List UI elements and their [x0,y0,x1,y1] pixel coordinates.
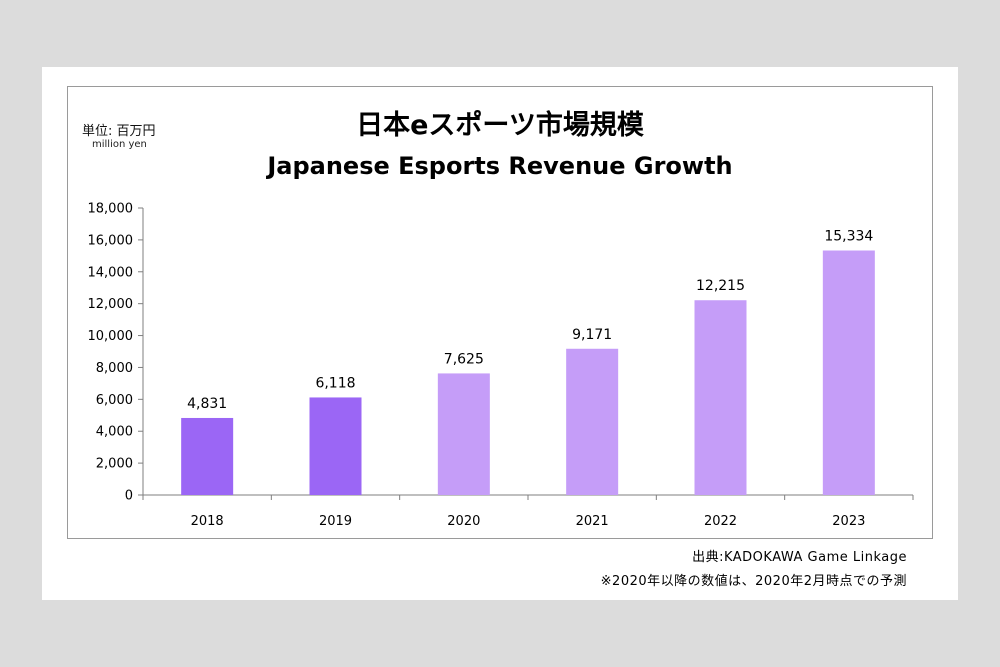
chart-card [42,67,958,600]
data-label-2019: 6,118 [315,375,355,391]
x-tick-label: 2018 [191,514,224,529]
source-credit: 出典:KADOKAWA Game Linkage [692,550,907,565]
y-axis: 0 2,000 4,000 6,000 8,000 10,000 12,000 14,000 1… [88,202,144,504]
chart-frame [67,86,933,539]
forecast-note: ※2020年以降の数値は、2020年2月時点での予測 [600,574,907,589]
bar-2020 [437,373,490,495]
y-tick-label: 10,000 [88,329,134,344]
y-tick-label: 16,000 [88,233,134,248]
data-label-2022: 12,215 [696,278,745,294]
x-tick-label: 2019 [319,514,352,529]
y-tick-label: 18,000 [88,202,134,217]
x-tick-label: 2021 [576,514,609,529]
unit-label-jp: 単位: 百万円 [82,124,156,139]
x-tick-label: 2020 [447,514,480,529]
y-tick-label: 14,000 [88,265,134,280]
bar-2023 [822,250,875,495]
chart-title: 日本eスポーツ市場規模 [356,110,644,141]
y-tick-label: 6,000 [96,393,133,408]
bar-2019 [309,397,362,495]
unit-label-en: million yen [92,139,147,150]
data-label-2021: 9,171 [572,327,612,343]
x-axis: 2018 2019 2020 2021 2022 2023 [142,494,914,529]
bar-2022 [694,300,747,495]
data-label-2020: 7,625 [444,351,484,367]
bars: 4,831 6,118 7,625 9,171 12,215 15,334 [181,229,875,495]
y-tick-label: 2,000 [96,457,133,472]
y-tick-label: 8,000 [96,361,133,376]
x-tick-label: 2023 [832,514,865,529]
data-label-2018: 4,831 [187,396,227,412]
chart-subtitle: Japanese Esports Revenue Growth [267,152,733,180]
y-tick-label: 12,000 [88,297,134,312]
bar-2021 [566,348,619,495]
data-label-2023: 15,334 [824,229,873,245]
y-tick-label: 4,000 [96,425,133,440]
y-tick-label: 0 [125,489,133,504]
x-tick-label: 2022 [704,514,737,529]
bar-2018 [181,417,234,495]
